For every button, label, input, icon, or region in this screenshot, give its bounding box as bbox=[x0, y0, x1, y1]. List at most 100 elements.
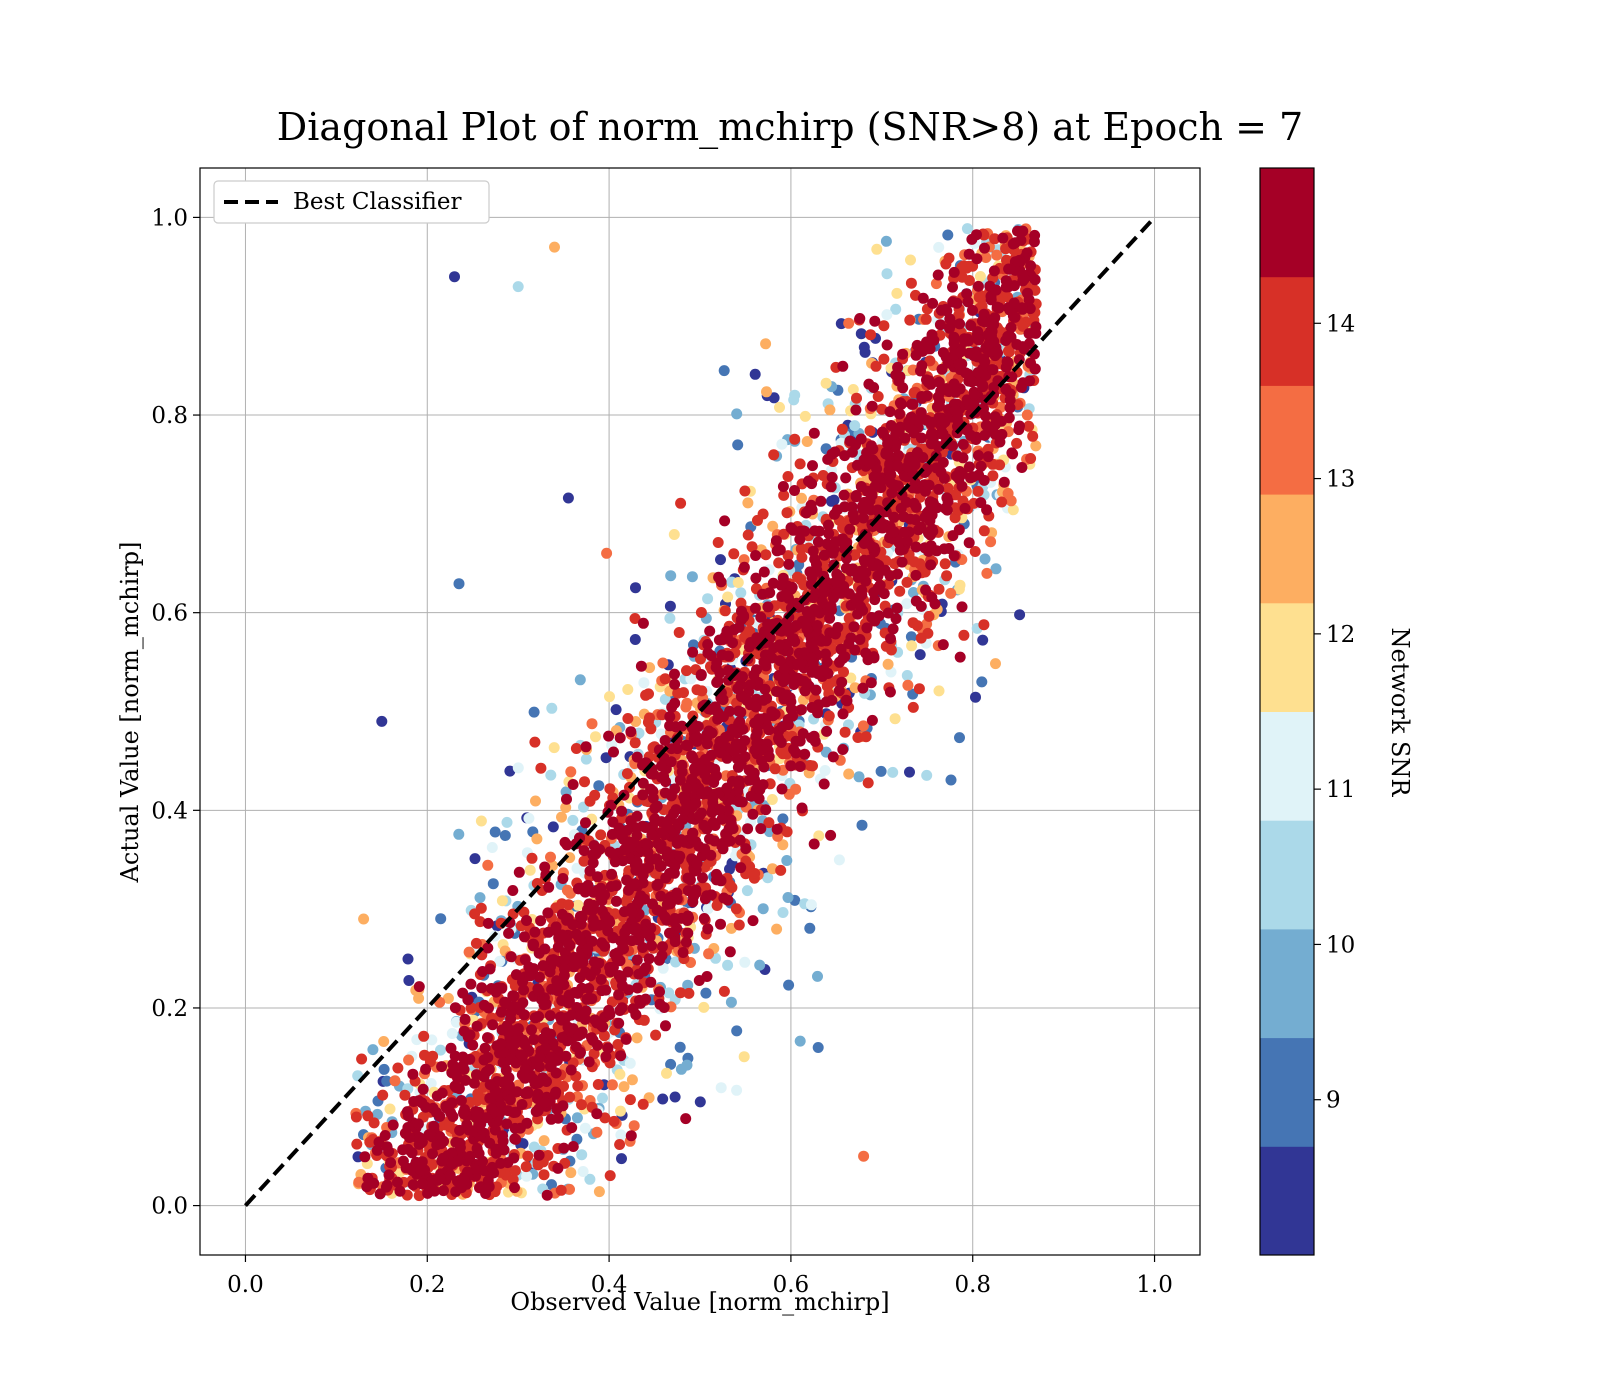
scatter-point bbox=[623, 984, 634, 996]
scatter-point bbox=[795, 704, 807, 716]
colorbar-segment bbox=[1260, 276, 1314, 386]
scatter-point bbox=[954, 732, 965, 744]
scatter-point bbox=[659, 693, 671, 705]
scatter-point bbox=[811, 634, 823, 646]
scatter-point bbox=[651, 853, 663, 865]
scatter-point bbox=[979, 242, 990, 254]
scatter-point bbox=[777, 839, 789, 851]
scatter-point bbox=[728, 548, 740, 560]
scatter-point bbox=[956, 601, 968, 613]
scatter-point bbox=[704, 625, 716, 637]
scatter-point bbox=[397, 1144, 409, 1156]
scatter-point bbox=[475, 815, 487, 827]
scatter-point bbox=[597, 1092, 608, 1104]
scatter-point bbox=[592, 1079, 604, 1090]
scatter-point bbox=[907, 617, 919, 629]
scatter-point bbox=[804, 922, 816, 934]
scatter-point bbox=[880, 506, 892, 518]
scatter-point bbox=[727, 823, 739, 835]
scatter-point bbox=[533, 947, 545, 959]
scatter-point bbox=[1005, 495, 1017, 507]
scatter-point bbox=[622, 684, 634, 695]
scatter-point bbox=[582, 943, 594, 955]
scatter-point bbox=[612, 947, 624, 959]
scatter-point bbox=[484, 1079, 496, 1091]
scatter-point bbox=[780, 672, 792, 684]
scatter-point bbox=[938, 472, 950, 484]
scatter-point bbox=[882, 438, 894, 450]
scatter-point bbox=[973, 291, 985, 303]
scatter-point bbox=[756, 755, 768, 767]
scatter-point bbox=[737, 671, 748, 683]
scatter-point bbox=[742, 823, 754, 835]
scatter-point bbox=[486, 842, 498, 853]
scatter-point bbox=[905, 631, 917, 643]
scatter-point bbox=[629, 613, 641, 624]
scatter-point bbox=[606, 868, 618, 880]
scatter-point bbox=[718, 892, 730, 904]
scatter-point bbox=[836, 676, 848, 688]
scatter-point bbox=[833, 854, 845, 866]
scatter-point bbox=[905, 277, 917, 289]
scatter-point bbox=[802, 607, 814, 619]
scatter-point bbox=[711, 677, 723, 688]
scatter-point bbox=[801, 436, 813, 447]
scatter-point bbox=[794, 533, 806, 545]
scatter-point bbox=[977, 634, 989, 646]
scatter-point bbox=[829, 446, 841, 458]
scatter-point bbox=[693, 975, 705, 986]
scatter-point bbox=[933, 483, 945, 495]
scatter-point bbox=[402, 1110, 414, 1122]
scatter-point bbox=[845, 565, 857, 577]
scatter-point bbox=[857, 720, 869, 732]
scatter-point bbox=[509, 1122, 521, 1134]
scatter-point bbox=[630, 922, 642, 934]
scatter-point bbox=[547, 821, 559, 833]
scatter-point bbox=[820, 377, 832, 389]
scatter-point bbox=[910, 569, 922, 581]
scatter-point bbox=[564, 887, 576, 899]
scatter-point bbox=[457, 987, 469, 999]
scatter-point bbox=[675, 1063, 687, 1075]
scatter-point bbox=[925, 430, 937, 442]
scatter-point bbox=[925, 416, 937, 428]
scatter-point bbox=[495, 1006, 507, 1018]
scatter-point bbox=[576, 1099, 587, 1111]
scatter-point bbox=[951, 297, 963, 309]
scatter-point bbox=[572, 1080, 584, 1092]
colorbar-label: Network SNR bbox=[1386, 628, 1414, 798]
scatter-point bbox=[658, 1002, 670, 1013]
scatter-point bbox=[781, 689, 793, 701]
scatter-point bbox=[664, 720, 676, 732]
scatter-point bbox=[942, 495, 954, 507]
scatter-point bbox=[1001, 254, 1012, 266]
scatter-point bbox=[953, 583, 965, 595]
scatter-point bbox=[561, 839, 573, 851]
scatter-point bbox=[751, 632, 763, 644]
scatter-point bbox=[486, 1103, 498, 1115]
scatter-point bbox=[694, 1096, 706, 1108]
scatter-point bbox=[476, 982, 488, 994]
scatter-point bbox=[715, 554, 726, 566]
scatter-point bbox=[567, 919, 579, 930]
scatter-point bbox=[1000, 383, 1012, 395]
scatter-point bbox=[675, 835, 687, 846]
scatter-point bbox=[610, 895, 622, 907]
scatter-point bbox=[771, 923, 783, 935]
scatter-point bbox=[855, 328, 867, 340]
scatter-point bbox=[682, 872, 694, 884]
scatter-point bbox=[598, 1030, 610, 1042]
scatter-point bbox=[528, 1034, 540, 1045]
scatter-point bbox=[676, 720, 688, 732]
scatter-point bbox=[560, 1050, 572, 1062]
scatter-point bbox=[487, 878, 499, 890]
scatter-point bbox=[722, 665, 734, 676]
scatter-point bbox=[655, 827, 667, 839]
scatter-point bbox=[518, 1009, 530, 1021]
scatter-point bbox=[945, 587, 957, 599]
scatter-point bbox=[910, 541, 922, 553]
scatter-point bbox=[413, 1095, 425, 1107]
scatter-point bbox=[444, 1169, 456, 1181]
scatter-point bbox=[981, 567, 993, 579]
scatter-point bbox=[962, 296, 974, 308]
